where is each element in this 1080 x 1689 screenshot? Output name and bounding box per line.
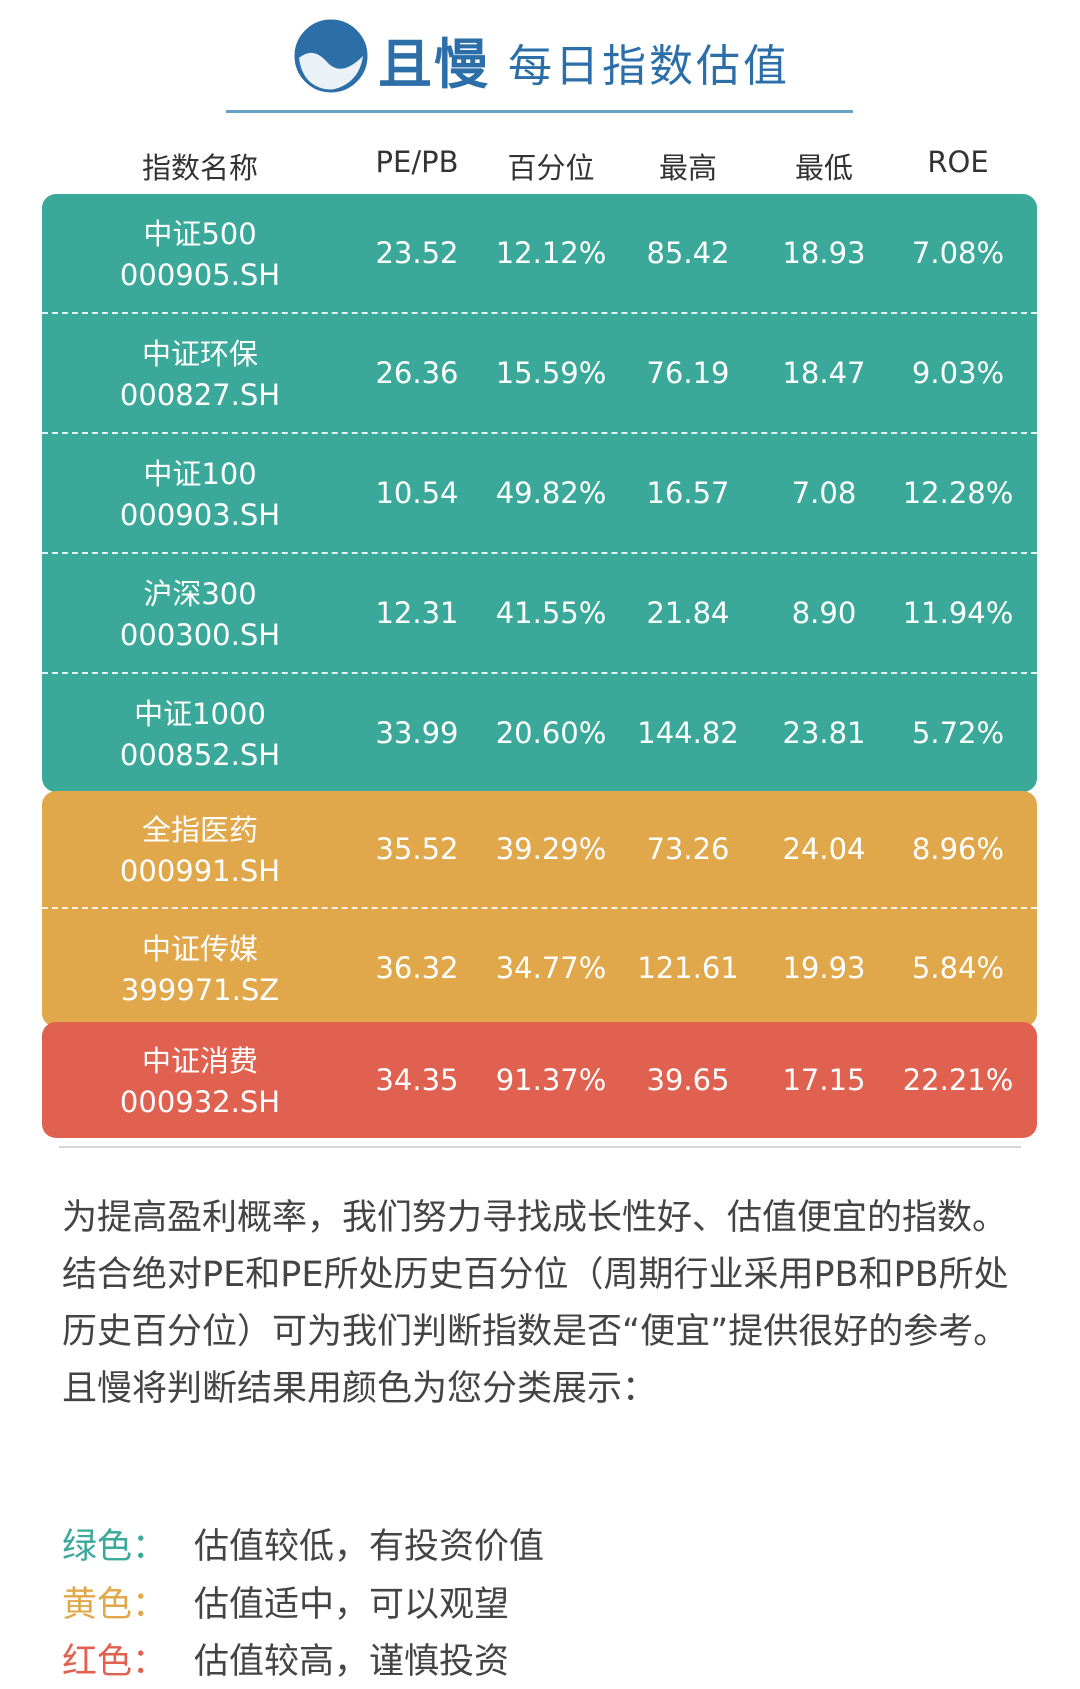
table-row: 全指医药 000991.SH 35.52 39.29% 73.26 24.04 8.96%	[42, 791, 1037, 907]
table-row: 中证消费 000932.SH 34.35 91.37% 39.65 17.15 22.21%	[42, 1022, 1037, 1138]
cell-value: 18.93	[782, 236, 866, 270]
legend-text: 估值较高，谨慎投资	[194, 1642, 510, 1682]
index-code: 000991.SH	[119, 854, 281, 889]
cell-value: 23.52	[375, 236, 459, 270]
table-row: 中证传媒 399971.SZ 36.32 34.77% 121.61 19.93 5.84%	[42, 907, 1037, 1027]
cell-value: 8.96%	[911, 832, 1005, 866]
legend-label: 红色：	[62, 1642, 168, 1682]
cell-value: 5.72%	[911, 716, 1005, 750]
table-row: 中证500 000905.SH 23.52 12.12% 85.42 18.93 7.08%	[42, 194, 1037, 312]
cell-value: 33.99	[375, 716, 459, 750]
cell-value: 16.57	[646, 476, 730, 510]
cell-value: 10.54	[375, 476, 459, 510]
index-name: 中证500	[143, 216, 257, 251]
row-group: 全指医药 000991.SH 35.52 39.29% 73.26 24.04 8.96% 中…	[42, 791, 1037, 1027]
legend-item: 黄色： 估值适中，可以观望	[62, 1576, 509, 1627]
row-group: 中证500 000905.SH 23.52 12.12% 85.42 18.93 7.08%…	[42, 194, 1037, 792]
cell-value: 39.65	[646, 1063, 730, 1097]
cell-value: 24.04	[782, 832, 866, 866]
cell-value: 91.37%	[495, 1063, 607, 1097]
cell-value: 144.82	[637, 716, 739, 750]
cell-value: 39.29%	[495, 832, 607, 866]
index-name: 中证1000	[134, 696, 266, 731]
index-code: 000852.SH	[119, 738, 281, 773]
column-header: 最低	[794, 151, 854, 185]
index-code: 000932.SH	[119, 1085, 281, 1120]
cell-value: 22.21%	[902, 1063, 1014, 1097]
cell-value: 7.08%	[911, 236, 1005, 270]
cell-value: 12.12%	[495, 236, 607, 270]
legend-label: 黄色：	[62, 1585, 168, 1625]
table-row: 中证环保 000827.SH 26.36 15.59% 76.19 18.47 9.03%	[42, 312, 1037, 432]
cell-value: 18.47	[782, 356, 866, 390]
legend-label: 绿色：	[62, 1527, 168, 1567]
legend-item: 绿色： 估值较低，有投资价值	[62, 1518, 544, 1569]
cell-value: 23.81	[782, 716, 866, 750]
cell-value: 8.90	[791, 596, 857, 630]
legend-text: 估值较低，有投资价值	[194, 1527, 545, 1567]
logo	[294, 19, 368, 93]
index-code: 399971.SZ	[120, 973, 280, 1008]
cell-value: 41.55%	[495, 596, 607, 630]
cell-value: 19.93	[782, 951, 866, 985]
row-group: 中证消费 000932.SH 34.35 91.37% 39.65 17.15 22.21%	[42, 1022, 1037, 1138]
cell-value: 17.15	[782, 1063, 866, 1097]
cell-value: 20.60%	[495, 716, 607, 750]
table-row: 沪深300 000300.SH 12.31 41.55% 21.84 8.90 11.94%	[42, 552, 1037, 672]
table-row: 中证1000 000852.SH 33.99 20.60% 144.82 23.81 5.7…	[42, 672, 1037, 792]
logo-text: 且慢	[378, 33, 490, 96]
cell-value: 73.26	[646, 832, 730, 866]
index-name: 中证100	[143, 456, 257, 491]
title-rule	[226, 110, 853, 113]
column-header: ROE	[927, 145, 989, 179]
legend-item: 红色： 估值较高，谨慎投资	[62, 1633, 509, 1684]
cell-value: 36.32	[375, 951, 459, 985]
column-header: PE/PB	[375, 145, 459, 179]
index-name: 全指医药	[141, 813, 259, 848]
index-code: 000903.SH	[119, 498, 281, 533]
index-name: 沪深300	[143, 576, 257, 611]
divider	[59, 1146, 1021, 1148]
cell-value: 35.52	[375, 832, 459, 866]
cell-value: 12.28%	[902, 476, 1014, 510]
cell-value: 5.84%	[911, 951, 1005, 985]
cell-value: 34.35	[375, 1063, 459, 1097]
index-code: 000827.SH	[119, 378, 281, 413]
cell-value: 49.82%	[495, 476, 607, 510]
cell-value: 11.94%	[902, 596, 1014, 630]
table-row: 中证100 000903.SH 10.54 49.82% 16.57 7.08 12.28%	[42, 432, 1037, 552]
column-header: 指数名称	[141, 151, 259, 185]
cell-value: 7.08	[791, 476, 857, 510]
cell-value: 21.84	[646, 596, 730, 630]
index-name: 中证消费	[141, 1044, 259, 1079]
column-header: 最高	[658, 151, 718, 185]
cell-value: 9.03%	[911, 356, 1005, 390]
cell-value: 121.61	[637, 951, 739, 985]
index-name: 中证环保	[141, 336, 259, 371]
index-code: 000905.SH	[119, 258, 281, 293]
cell-value: 26.36	[375, 356, 459, 390]
column-header: 百分位	[507, 151, 595, 185]
cell-value: 15.59%	[495, 356, 607, 390]
title: 每日指数估值	[508, 41, 790, 92]
cell-value: 76.19	[646, 356, 730, 390]
description: 为提高盈利概率，我们努力寻找成长性好、估值便宜的指数。结合绝对PE和PE所处历史…	[62, 1198, 1009, 1409]
index-name: 中证传媒	[141, 931, 259, 966]
index-code: 000300.SH	[119, 618, 281, 653]
cell-value: 85.42	[646, 236, 730, 270]
cell-value: 12.31	[375, 596, 459, 630]
cell-value: 34.77%	[495, 951, 607, 985]
legend-text: 估值适中，可以观望	[194, 1585, 510, 1625]
